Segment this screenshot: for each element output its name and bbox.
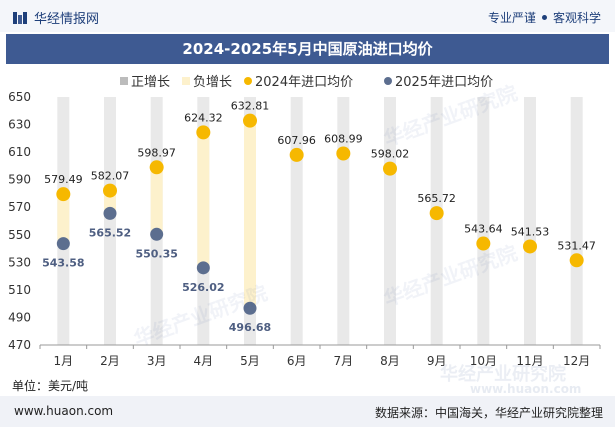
x-tick-11: 11月 (516, 354, 543, 368)
background-bar-10 (477, 97, 490, 345)
point-2024-10 (476, 236, 491, 251)
x-tick-6: 6月 (287, 354, 307, 368)
y-tick-1: 470 (8, 338, 31, 352)
chart: 正增长 负增长 2024年进口均价 2025年进口均价 470 490 510 530 550 5… (8, 75, 601, 368)
y-tick-8: 610 (8, 145, 31, 159)
label-2024-11: 541.53 (511, 225, 550, 238)
brand-name: 华经情报网 (34, 12, 100, 27)
x-tick-2: 2月 (100, 354, 120, 368)
background-bar-8 (384, 97, 396, 345)
change-bar-3 (150, 167, 163, 235)
y-tick-5: 550 (8, 228, 31, 242)
label-2024-2: 582.07 (91, 170, 130, 183)
label-2024-10: 543.64 (464, 223, 503, 236)
x-tick-8: 8月 (380, 354, 400, 368)
tagline: 专业严谨 客观科学 (488, 9, 601, 26)
label-2025-1: 543.58 (42, 257, 84, 270)
point-2024-6 (289, 147, 304, 162)
x-tick-5: 5月 (240, 354, 260, 368)
unit-label: 单位：美元/吨 (12, 379, 89, 393)
label-2024-5: 632.81 (231, 100, 270, 113)
label-2024-9: 565.72 (417, 192, 456, 205)
label-2025-4: 526.02 (182, 281, 224, 294)
top-bar: 华经情报网 专业严谨 客观科学 (0, 0, 615, 32)
legend-label-1: 正增长 (131, 75, 170, 90)
background-bar-11 (524, 97, 536, 345)
label-2024-6: 607.96 (277, 134, 316, 147)
point-2024-11 (523, 239, 537, 254)
tagline-2: 客观科学 (552, 11, 601, 25)
x-tick-3: 3月 (147, 354, 167, 368)
tagline-1: 专业严谨 (487, 11, 536, 25)
legend-label-3: 2024年进口均价 (255, 75, 353, 90)
point-2024-4 (196, 125, 211, 140)
x-tick-9: 9月 (427, 354, 447, 368)
label-2024-8: 598.02 (371, 148, 410, 161)
y-tick-7: 590 (8, 173, 31, 187)
label-2024-1: 579.49 (44, 173, 83, 186)
label-2024-3: 598.97 (137, 146, 176, 159)
x-tick-4: 4月 (194, 354, 214, 368)
point-2024-1 (56, 187, 71, 202)
brand[interactable]: 华经情报网 (12, 8, 99, 27)
change-bar-4 (197, 132, 210, 268)
brand-logo-icon (13, 11, 27, 24)
y-tick-10: 650 (8, 90, 31, 104)
legend-label-2: 负增长 (193, 75, 232, 90)
y-tick-3: 510 (8, 283, 31, 297)
label-2025-5: 496.68 (229, 321, 271, 334)
point-2024-2 (103, 183, 117, 198)
label-2024-4: 624.32 (184, 111, 223, 124)
background-bar-2 (104, 97, 116, 345)
y-tick-4: 530 (8, 255, 31, 269)
label-2025-3: 550.35 (135, 247, 177, 260)
change-bar-1 (57, 194, 70, 244)
change-bar-5 (244, 120, 256, 309)
legend-swatch-2 (182, 77, 190, 85)
y-tick-2: 490 (8, 310, 31, 324)
point-2024-5 (243, 113, 257, 128)
y-tick-9: 630 (8, 118, 31, 132)
y-tick-6: 570 (8, 200, 31, 214)
label-2025-2: 565.52 (89, 226, 131, 239)
background-bar-12 (570, 97, 583, 345)
legend-label-4: 2025年进口均价 (395, 75, 493, 90)
footer: www.huaon.com 数据来源：中国海关，华经产业研究院整理 (0, 396, 615, 427)
point-2024-7 (336, 146, 351, 161)
x-tick-7: 7月 (334, 354, 354, 368)
label-2024-12: 531.47 (557, 239, 596, 252)
point-2025-5 (243, 301, 257, 315)
watermark-url: www.huaon.com (470, 382, 582, 396)
footer-website[interactable]: www.huaon.com (14, 404, 114, 418)
point-2024-9 (429, 206, 444, 221)
legend-swatch-3 (244, 77, 252, 85)
point-2024-3 (149, 160, 164, 175)
footer-source: 数据来源：中国海关，华经产业研究院整理 (374, 406, 603, 420)
background-bar-9 (430, 97, 443, 345)
point-2025-4 (196, 261, 210, 275)
x-tick-1: 1月 (54, 354, 74, 368)
legend-swatch-4 (384, 77, 392, 85)
label-2024-7: 608.99 (324, 133, 363, 146)
point-2025-2 (103, 206, 117, 220)
chart-title: 2024-2025年5月中国原油进口均价 (6, 34, 609, 64)
x-tick-10: 10月 (470, 354, 497, 368)
point-2024-8 (383, 161, 397, 176)
point-2025-1 (56, 237, 70, 251)
point-2025-3 (150, 227, 164, 241)
dot-icon (541, 15, 547, 20)
x-tick-12: 12月 (563, 354, 590, 368)
point-2024-12 (569, 253, 584, 268)
legend-swatch-1 (120, 77, 128, 85)
